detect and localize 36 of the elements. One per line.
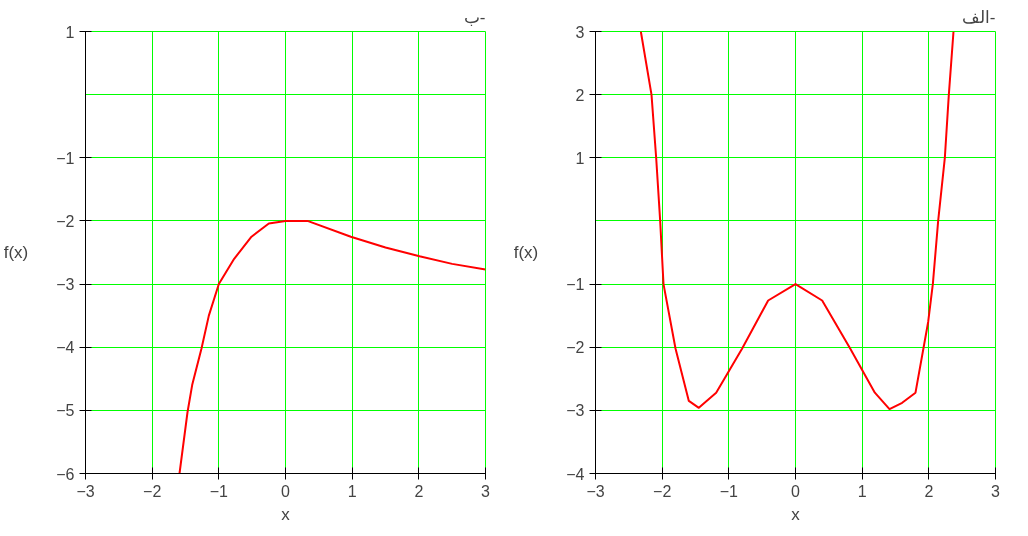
y-tick-label: 1 (575, 149, 585, 167)
y-tick-label: −3 (566, 402, 585, 420)
x-axis-title: x (791, 504, 801, 524)
x-tick-label: 0 (281, 482, 291, 500)
x-tick-label: −2 (653, 482, 672, 500)
x-tick-label: −1 (719, 482, 739, 500)
x-tick-label: −3 (76, 482, 95, 500)
x-tick-label: −1 (209, 482, 229, 500)
y-tick-label: −4 (56, 339, 75, 357)
x-tick-label: 2 (414, 482, 424, 500)
y-tick-label: 1 (65, 23, 75, 41)
chart-title: الف- (961, 7, 996, 27)
x-tick-label: 3 (481, 482, 491, 500)
x-tick-label: 0 (791, 482, 801, 500)
x-tick-label: 3 (991, 482, 1001, 500)
y-tick-label: −4 (566, 465, 585, 483)
line-series (639, 31, 955, 411)
x-tick-label: 1 (857, 482, 867, 500)
y-tick-label: −2 (56, 212, 75, 230)
x-tick-label: −2 (143, 482, 162, 500)
line-series (178, 219, 486, 474)
y-tick-label: −5 (56, 402, 75, 420)
y-tick-label: 2 (575, 86, 585, 104)
y-tick-label: −2 (566, 339, 585, 357)
y-tick-label: −1 (56, 149, 75, 167)
x-tick-label: 2 (924, 482, 934, 500)
x-tick-label: −3 (586, 482, 605, 500)
y-tick-label: −6 (56, 465, 75, 483)
x-axis-title: x (281, 504, 291, 524)
y-tick-label: −1 (566, 276, 585, 294)
y-axis-title: f(x) (513, 243, 539, 262)
y-tick-label: 3 (575, 23, 585, 41)
y-axis-title: f(x) (3, 243, 29, 262)
y-tick-label: −3 (56, 276, 75, 294)
chart-title: ب- (463, 7, 486, 27)
x-tick-label: 1 (347, 482, 357, 500)
